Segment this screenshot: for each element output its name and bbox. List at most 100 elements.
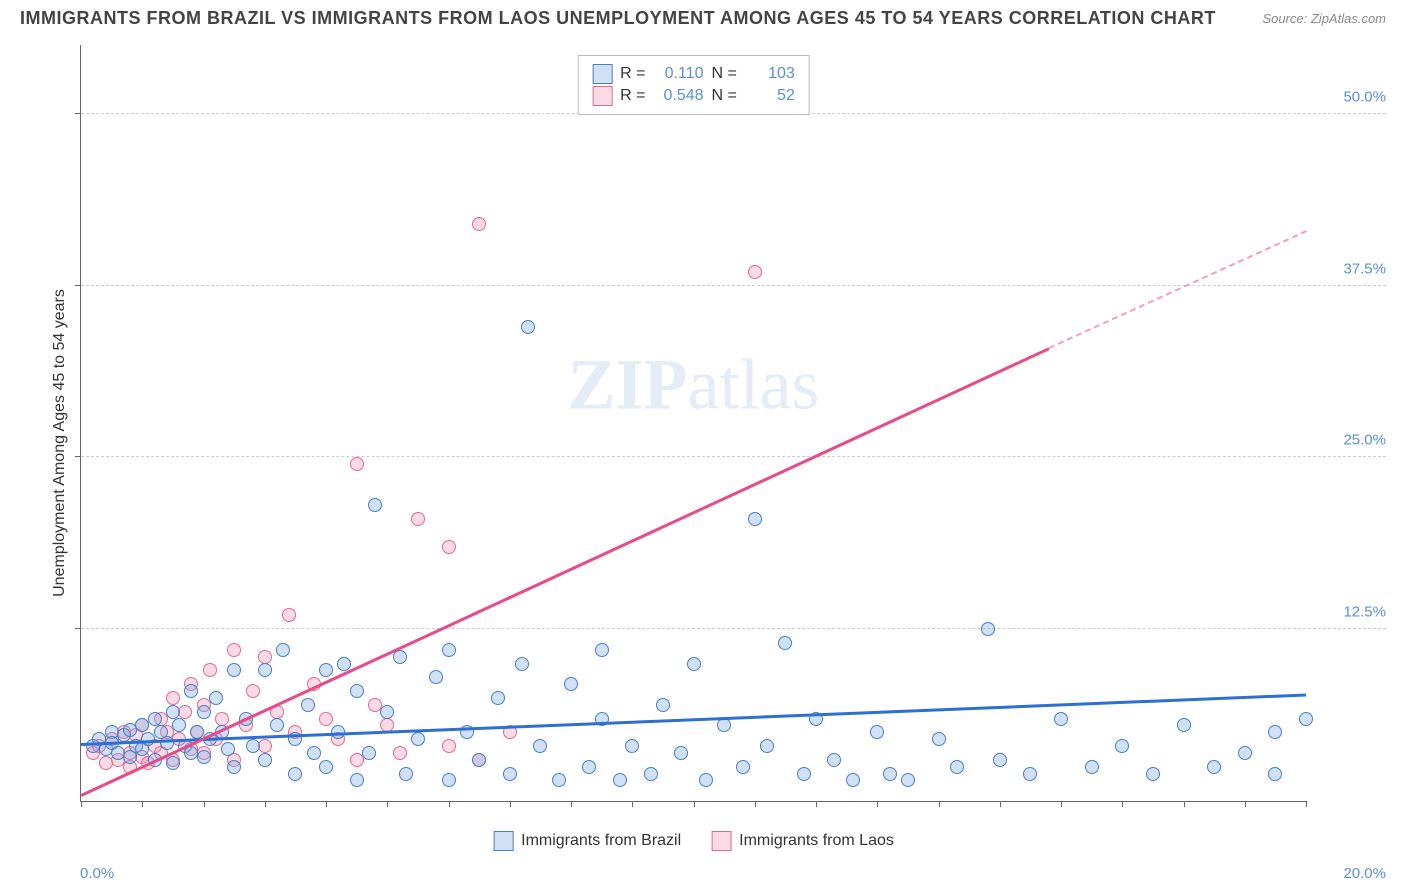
- scatter-point-brazil: [362, 746, 376, 760]
- r-label: R =: [620, 65, 645, 83]
- legend-stats-brazil: R = 0.110 N = 103: [592, 64, 795, 84]
- scatter-point-brazil: [656, 698, 670, 712]
- scatter-point-brazil: [950, 760, 964, 774]
- scatter-point-brazil: [307, 746, 321, 760]
- scatter-point-brazil: [337, 657, 351, 671]
- scatter-point-laos: [282, 608, 296, 622]
- scatter-point-brazil: [1238, 746, 1252, 760]
- scatter-point-brazil: [582, 760, 596, 774]
- y-tick-label: 12.5%: [1343, 604, 1386, 621]
- scatter-point-brazil: [981, 622, 995, 636]
- scatter-point-brazil: [148, 712, 162, 726]
- scatter-point-brazil: [166, 756, 180, 770]
- legend-item-brazil: Immigrants from Brazil: [493, 831, 681, 851]
- scatter-point-brazil: [472, 753, 486, 767]
- x-tick: [632, 801, 633, 807]
- scatter-point-brazil: [736, 760, 750, 774]
- r-value-laos: 0.548: [654, 87, 704, 105]
- swatch-laos-icon: [592, 86, 612, 106]
- scatter-point-brazil: [1268, 767, 1282, 781]
- scatter-point-laos: [411, 512, 425, 526]
- scatter-point-laos: [442, 739, 456, 753]
- plot-area: ZIPatlas R = 0.110 N = 103 R = 0.548 N =…: [80, 45, 1306, 802]
- scatter-point-brazil: [197, 750, 211, 764]
- y-tick: [75, 285, 81, 286]
- scatter-point-brazil: [172, 718, 186, 732]
- scatter-point-brazil: [883, 767, 897, 781]
- chart-container: Unemployment Among Ages 45 to 54 years Z…: [50, 35, 1306, 832]
- scatter-point-brazil: [301, 698, 315, 712]
- n-value-laos: 52: [745, 87, 795, 105]
- scatter-point-laos: [748, 265, 762, 279]
- scatter-point-brazil: [760, 739, 774, 753]
- scatter-point-brazil: [564, 677, 578, 691]
- scatter-point-brazil: [827, 753, 841, 767]
- scatter-point-brazil: [258, 663, 272, 677]
- x-tick: [816, 801, 817, 807]
- n-value-brazil: 103: [745, 65, 795, 83]
- trend-line-laos: [80, 348, 1049, 797]
- scatter-point-brazil: [246, 739, 260, 753]
- x-tick: [939, 801, 940, 807]
- scatter-point-brazil: [491, 691, 505, 705]
- scatter-point-laos: [442, 540, 456, 554]
- legend-stats-box: R = 0.110 N = 103 R = 0.548 N = 52: [577, 55, 810, 115]
- x-tick: [1000, 801, 1001, 807]
- scatter-point-laos: [246, 684, 260, 698]
- y-tick-label: 50.0%: [1343, 88, 1386, 105]
- scatter-point-brazil: [350, 773, 364, 787]
- scatter-point-brazil: [411, 732, 425, 746]
- x-tick: [694, 801, 695, 807]
- legend-stats-laos: R = 0.548 N = 52: [592, 86, 795, 106]
- scatter-point-brazil: [380, 705, 394, 719]
- watermark: ZIPatlas: [568, 344, 820, 427]
- scatter-point-brazil: [1146, 767, 1160, 781]
- scatter-point-brazil: [503, 767, 517, 781]
- scatter-point-brazil: [533, 739, 547, 753]
- x-tick: [1122, 801, 1123, 807]
- scatter-point-laos: [227, 643, 241, 657]
- y-tick-label: 25.0%: [1343, 432, 1386, 449]
- swatch-brazil-icon: [592, 64, 612, 84]
- scatter-point-brazil: [699, 773, 713, 787]
- scatter-point-brazil: [1299, 712, 1313, 726]
- scatter-point-brazil: [1023, 767, 1037, 781]
- x-axis-max-label: 20.0%: [1343, 865, 1386, 882]
- gridline: [81, 456, 1386, 457]
- scatter-point-brazil: [270, 718, 284, 732]
- chart-title: IMMIGRANTS FROM BRAZIL VS IMMIGRANTS FRO…: [20, 8, 1216, 29]
- scatter-point-brazil: [442, 773, 456, 787]
- scatter-point-brazil: [166, 705, 180, 719]
- x-tick: [204, 801, 205, 807]
- scatter-point-brazil: [258, 753, 272, 767]
- scatter-point-brazil: [350, 684, 364, 698]
- legend-series: Immigrants from Brazil Immigrants from L…: [493, 831, 894, 851]
- scatter-point-brazil: [748, 512, 762, 526]
- scatter-point-brazil: [227, 663, 241, 677]
- scatter-point-brazil: [1177, 718, 1191, 732]
- x-tick: [877, 801, 878, 807]
- r-value-brazil: 0.110: [654, 65, 704, 83]
- x-tick: [571, 801, 572, 807]
- scatter-point-laos: [319, 712, 333, 726]
- swatch-laos-icon: [711, 831, 731, 851]
- scatter-point-brazil: [521, 320, 535, 334]
- x-tick: [1306, 801, 1307, 807]
- scatter-point-brazil: [399, 767, 413, 781]
- scatter-point-brazil: [288, 767, 302, 781]
- legend-item-laos: Immigrants from Laos: [711, 831, 894, 851]
- trend-line-brazil: [81, 694, 1306, 746]
- scatter-point-brazil: [870, 725, 884, 739]
- y-tick: [75, 456, 81, 457]
- legend-label-brazil: Immigrants from Brazil: [521, 832, 681, 850]
- scatter-point-laos: [393, 746, 407, 760]
- scatter-point-brazil: [993, 753, 1007, 767]
- scatter-point-laos: [215, 712, 229, 726]
- scatter-point-brazil: [932, 732, 946, 746]
- scatter-point-brazil: [1115, 739, 1129, 753]
- scatter-point-brazil: [778, 636, 792, 650]
- scatter-point-laos: [258, 650, 272, 664]
- scatter-point-brazil: [221, 742, 235, 756]
- scatter-point-brazil: [687, 657, 701, 671]
- legend-label-laos: Immigrants from Laos: [739, 832, 894, 850]
